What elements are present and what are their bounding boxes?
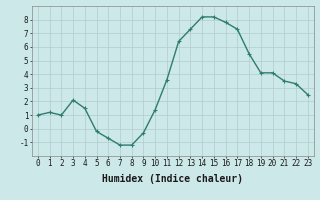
X-axis label: Humidex (Indice chaleur): Humidex (Indice chaleur) <box>102 174 243 184</box>
